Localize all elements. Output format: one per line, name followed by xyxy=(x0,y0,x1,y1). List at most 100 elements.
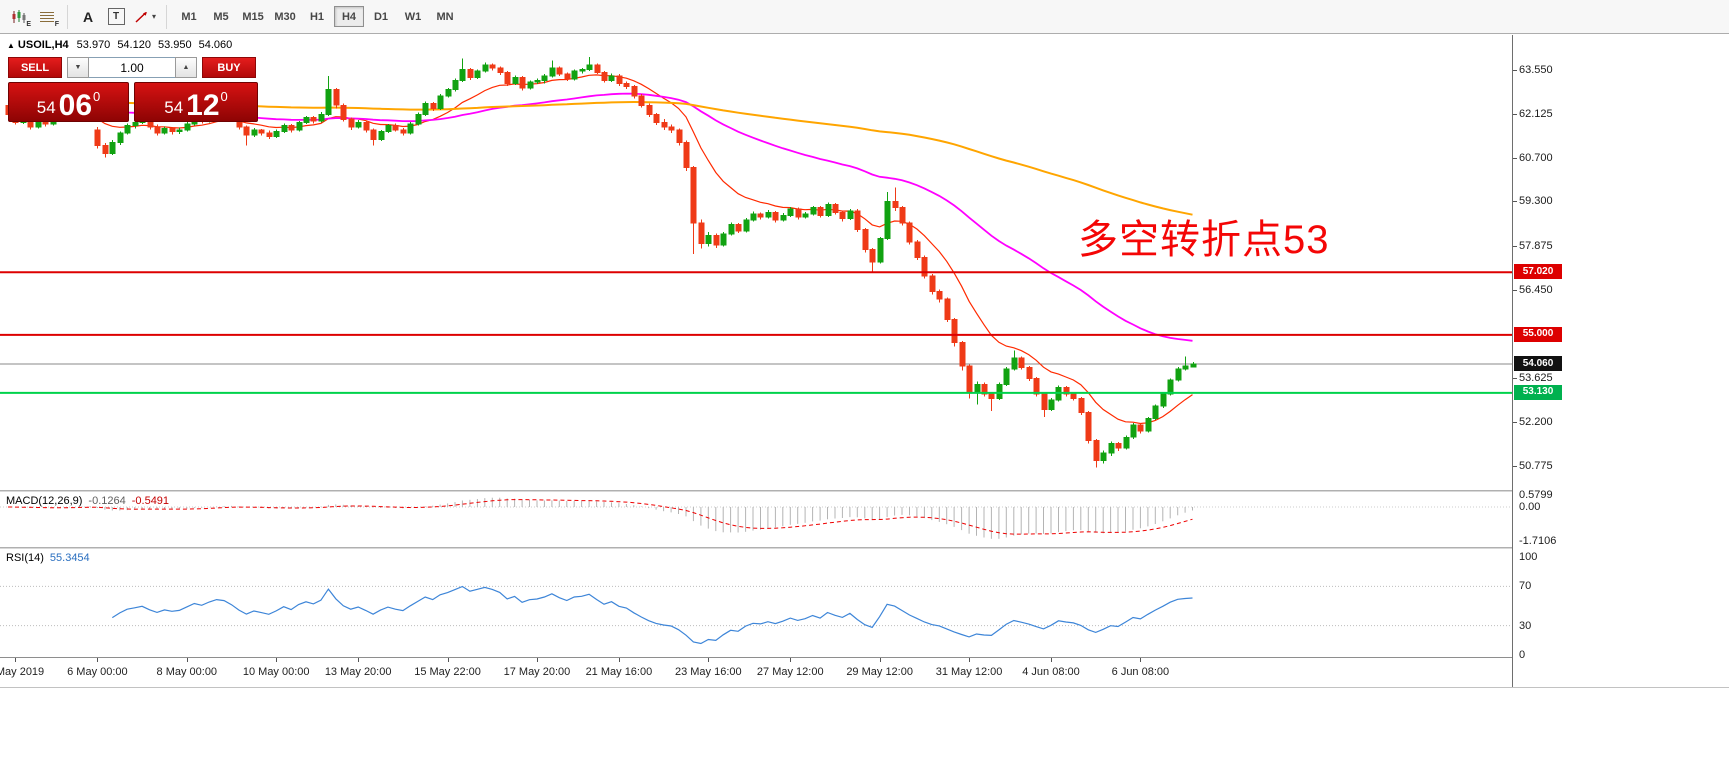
time-tick-label: 4 Jun 08:00 xyxy=(1022,666,1080,678)
rsi-tick-label: 70 xyxy=(1519,580,1532,593)
symbol-marker-icon: ▲ xyxy=(7,40,15,50)
grid-chart-icon[interactable]: F xyxy=(34,5,60,29)
timeframe-button-h4[interactable]: H4 xyxy=(334,6,365,27)
timeframe-button-m1[interactable]: M1 xyxy=(174,6,204,27)
time-tick-mark xyxy=(879,658,881,662)
timeframe-button-m5[interactable]: M5 xyxy=(206,6,236,27)
chart-window: 2 May 2019 6 May 00:00 8 May 00:00 10 May 0… xyxy=(0,35,1729,757)
time-tick-label: 6 May 00:00 xyxy=(67,666,128,678)
symbol-label: USOIL,H4 xyxy=(17,39,69,51)
time-tick-label: 13 May 20:00 xyxy=(324,666,392,678)
trendline-glyph xyxy=(135,11,147,23)
macd-tick-label: 0.5799 xyxy=(1519,489,1553,502)
time-tick-label: 10 May 00:00 xyxy=(242,666,310,678)
price-axis[interactable]: 63.550 62.125 60.700 59.300 57.875 56.450 53.6… xyxy=(1512,35,1729,687)
rsi-tick-label: 100 xyxy=(1519,551,1538,563)
time-tick-mark xyxy=(790,658,792,662)
timeframe-toolbar: M1 M5 M15 M30 H1 H4 D1 W1 MN xyxy=(173,6,461,27)
timeframe-button-w1[interactable]: W1 xyxy=(398,6,428,27)
time-tick-mark xyxy=(97,658,99,662)
quote-high: 54.120 xyxy=(117,39,151,51)
rsi-tick-label: 30 xyxy=(1519,619,1532,632)
macd-main-value: -0.1264 xyxy=(88,495,126,507)
draw-tools-icon[interactable]: ▾ xyxy=(131,5,159,29)
volume-increase-button[interactable]: ▲ xyxy=(175,57,197,78)
rsi-canvas[interactable] xyxy=(0,549,1512,657)
toolbar-separator xyxy=(67,4,68,29)
rsi-value: 55.3454 xyxy=(49,552,90,564)
quote-bar: ▲ USOIL,H4 53.970 54.120 53.950 54.060 xyxy=(7,39,239,51)
price-tick-label: 62.125 xyxy=(1519,107,1553,120)
price-tick-label: 50.775 xyxy=(1519,459,1553,472)
sell-price-sup: 0 xyxy=(93,89,101,104)
panel-separator[interactable] xyxy=(0,490,1729,492)
price-tick-label: 52.200 xyxy=(1519,415,1553,428)
timeframe-button-d1[interactable]: D1 xyxy=(366,6,396,27)
time-tick-mark xyxy=(618,658,620,662)
sell-button[interactable]: SELL xyxy=(8,57,62,78)
axis-tick-mark xyxy=(1513,69,1517,71)
time-tick-mark xyxy=(1140,658,1142,662)
time-tick-label: 8 May 00:00 xyxy=(156,666,218,678)
axis-tick-mark xyxy=(1513,201,1517,203)
sell-price-display[interactable]: 54 06 0 xyxy=(8,82,129,122)
macd-label: MACD(12,26,9) -0.1264 -0.5491 xyxy=(6,495,169,507)
text-box-icon[interactable]: T xyxy=(103,5,129,29)
time-tick-mark xyxy=(708,658,710,662)
axis-tick-mark xyxy=(1513,113,1517,115)
price-badge-53.130: 53.130 xyxy=(1514,384,1562,400)
price-tick-label: 59.300 xyxy=(1519,195,1553,208)
time-tick-mark xyxy=(276,658,278,662)
volume-input[interactable] xyxy=(89,57,175,78)
time-axis-separator xyxy=(0,657,1729,658)
price-tick-label: 57.875 xyxy=(1519,239,1553,252)
price-tick-label: 60.700 xyxy=(1519,152,1553,164)
price-tick-label: 56.450 xyxy=(1519,283,1553,296)
time-tick-label: 15 May 22:00 xyxy=(414,666,481,678)
time-tick-label: 29 May 12:00 xyxy=(846,666,913,678)
candlestick-chart-icon[interactable]: E xyxy=(6,5,32,29)
time-axis[interactable]: 2 May 2019 6 May 00:00 8 May 00:00 10 May 0… xyxy=(0,658,1512,687)
timeframe-button-mn[interactable]: MN xyxy=(430,6,460,27)
time-tick-label: 27 May 12:00 xyxy=(756,666,824,678)
window-bottom-border xyxy=(0,687,1729,688)
time-tick-label: 31 May 12:00 xyxy=(935,666,1003,678)
axis-tick-mark xyxy=(1513,289,1517,291)
time-tick-mark xyxy=(969,658,971,662)
quote-low: 53.950 xyxy=(157,39,192,51)
timeframe-button-m30[interactable]: M30 xyxy=(270,6,300,27)
volume-decrease-button[interactable]: ▼ xyxy=(67,57,89,78)
icon-sub-letter: E xyxy=(26,20,31,28)
time-tick-mark xyxy=(358,658,360,662)
time-tick-mark xyxy=(186,658,188,662)
buy-price-display[interactable]: 54 12 0 xyxy=(134,82,258,122)
one-click-trading-panel: SELL ▼ ▲ BUY xyxy=(8,57,256,78)
axis-tick-mark xyxy=(1513,245,1517,247)
timeframe-button-h1[interactable]: H1 xyxy=(302,6,332,27)
sell-price-head: 54 xyxy=(36,98,56,118)
time-tick-mark xyxy=(536,658,538,662)
time-tick-mark xyxy=(1051,658,1052,662)
time-tick-mark xyxy=(447,658,449,662)
axis-tick-mark xyxy=(1513,421,1517,423)
macd-canvas[interactable] xyxy=(0,492,1512,547)
sell-price-big: 06 xyxy=(58,88,93,122)
grid-glyph xyxy=(40,11,54,22)
buy-price-sup: 0 xyxy=(220,89,228,104)
price-badge-57.020: 57.020 xyxy=(1514,264,1562,280)
timeframe-button-m15[interactable]: M15 xyxy=(238,6,268,27)
time-tick-label: 2 May 2019 xyxy=(0,666,45,678)
time-tick-label: 21 May 16:00 xyxy=(585,666,653,678)
text-label-icon[interactable]: A xyxy=(75,5,101,29)
quote-open: 53.970 xyxy=(76,39,111,51)
rsi-tick-label: 0 xyxy=(1519,649,1526,661)
macd-tick-label: 0.00 xyxy=(1519,501,1541,513)
chart-annotation: 多空转折点53 xyxy=(1078,218,1330,262)
price-tick-label: 53.625 xyxy=(1519,371,1553,384)
time-tick-label: 23 May 16:00 xyxy=(674,666,742,678)
buy-price-head: 54 xyxy=(164,98,184,118)
buy-button[interactable]: BUY xyxy=(202,57,256,78)
chevron-down-icon: ▾ xyxy=(152,12,157,21)
toolbar-separator xyxy=(166,4,168,29)
panel-separator[interactable] xyxy=(0,547,1729,549)
